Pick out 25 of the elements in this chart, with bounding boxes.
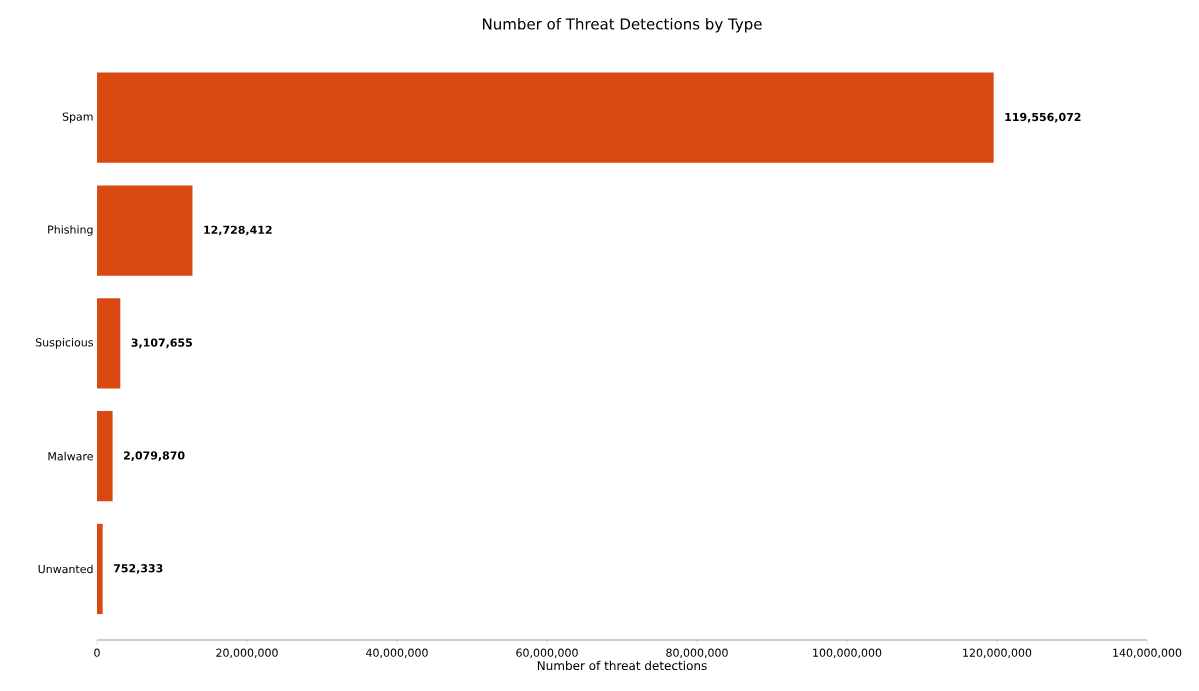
x-tick-label: 60,000,000 [516,648,578,658]
x-tick-label: 0 [94,648,100,657]
y-tick-label: Malware [48,451,93,461]
bar [97,185,193,276]
data-label: 2,079,870 [124,451,185,461]
data-label: 12,728,412 [204,225,272,236]
bar [97,72,994,163]
data-label: 3,107,655 [131,338,193,349]
bar [97,523,103,615]
y-tick-label: Phishing [48,225,93,236]
bar [97,411,113,502]
x-tick-label: 80,000,000 [666,648,728,658]
x-tick-label: 40,000,000 [366,648,428,658]
x-tick-label: 140,000,000 [1113,648,1182,658]
y-tick-label: Suspicious [35,337,93,349]
x-tick-label: 20,000,000 [216,648,278,658]
x-tick-label: 100,000,000 [813,648,882,658]
y-tick-label: Spam [62,112,93,123]
y-tick-label: Unwanted [38,564,93,574]
data-label: 752,333 [113,564,163,574]
data-label: 119,556,072 [1005,112,1081,123]
chart-title: Number of Threat Detections by Type [483,17,762,33]
x-tick-label: 120,000,000 [963,648,1032,658]
x-axis-title: Number of threat detections [537,660,707,671]
bar [97,298,121,389]
